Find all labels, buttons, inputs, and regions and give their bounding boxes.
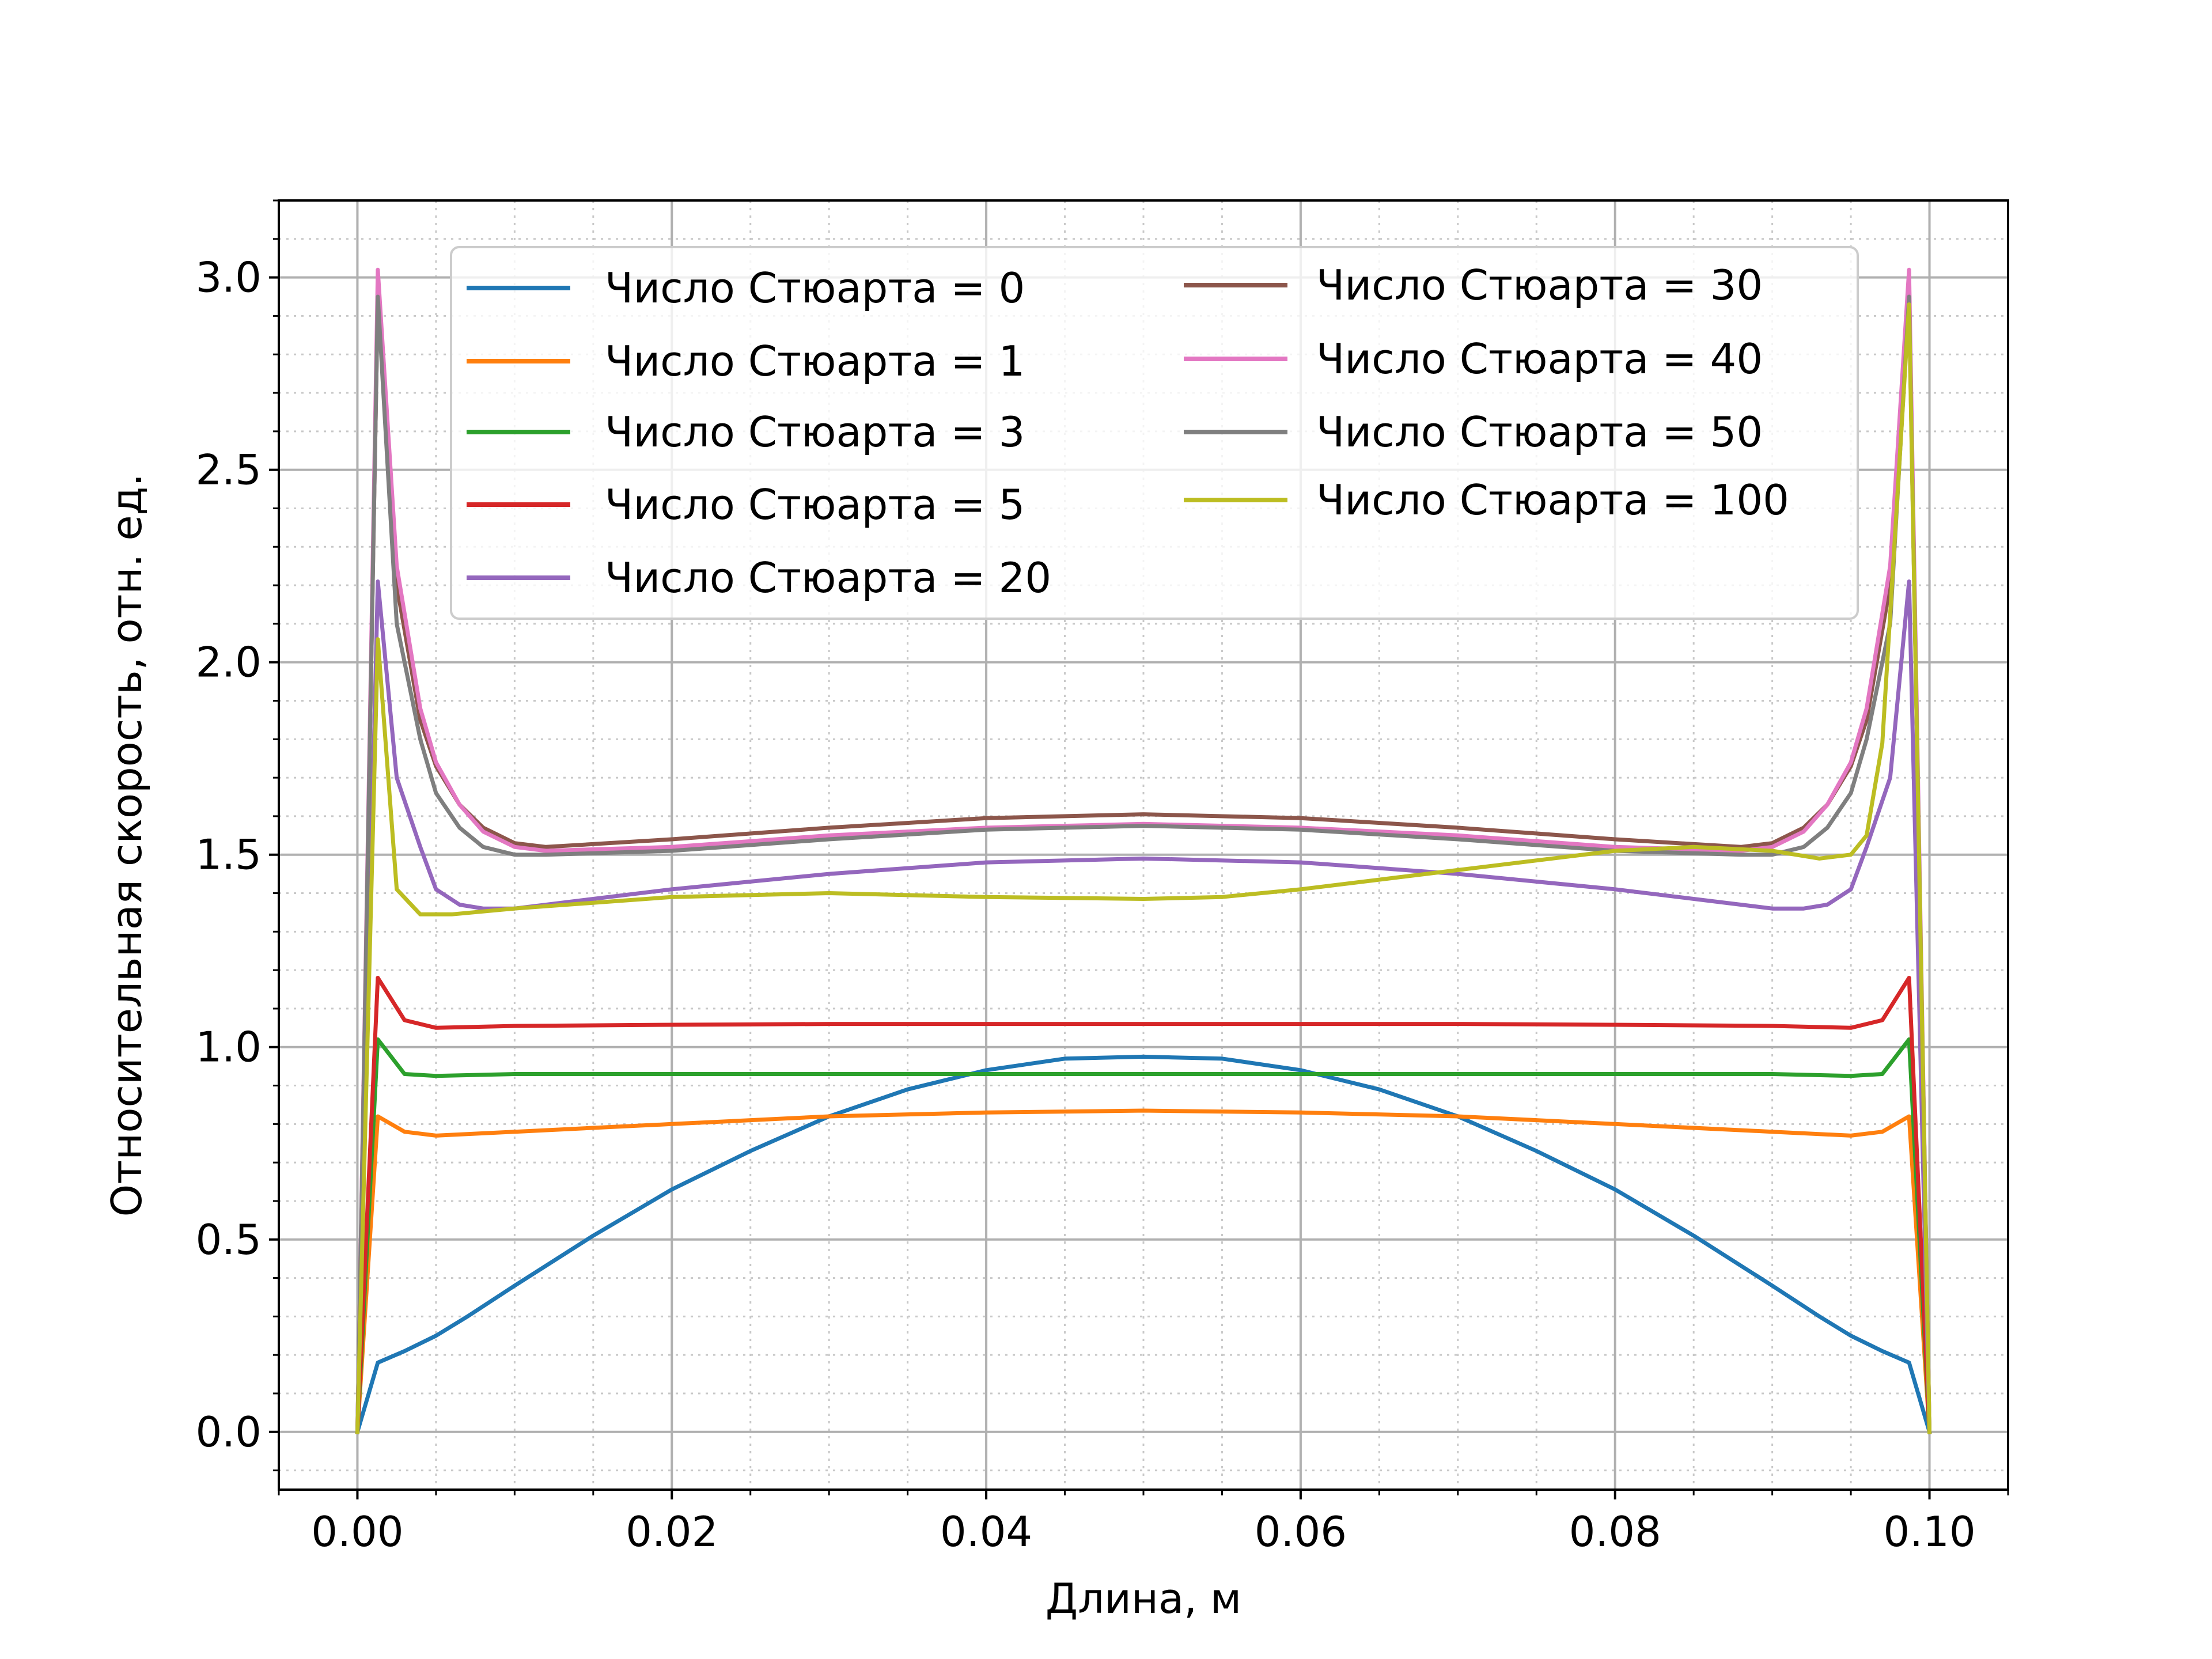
legend-label: Число Стюарта = 5: [605, 480, 1025, 529]
x-tick-label: 0.10: [1883, 1508, 1975, 1556]
series-group: [355, 267, 1932, 1435]
legend-label: Число Стюарта = 20: [605, 554, 1051, 602]
x-tick-label: 0.02: [626, 1508, 718, 1556]
y-tick-label: 1.5: [195, 831, 262, 879]
x-tick-label: 0.06: [1255, 1508, 1347, 1556]
legend: Число Стюарта = 0 Число Стюарта = 1 Число …: [450, 246, 1859, 620]
series-line: [355, 294, 1932, 1434]
legend-label: Число Стюарта = 1: [605, 337, 1025, 385]
legend-label: Число Стюарта = 50: [1316, 408, 1763, 456]
legend-label: Число Стюарта = 40: [1316, 335, 1763, 383]
series-line: [355, 1037, 1932, 1434]
x-tick-label: 0.08: [1569, 1508, 1661, 1556]
y-tick-label: 3.0: [195, 253, 262, 302]
x-axis: 0.00 0.02 0.04 0.06 0.08 0.10: [278, 1490, 2009, 1556]
y-tick-label: 0.5: [195, 1215, 262, 1264]
legend-label: Число Стюарта = 100: [1316, 476, 1789, 524]
y-axis: 0.0 0.5 1.0 1.5 2.0 2.5 3.0: [195, 199, 279, 1472]
y-tick-label: 2.0: [195, 638, 262, 687]
series-line: [355, 1108, 1932, 1434]
series-line: [355, 302, 1932, 1434]
x-tick-label: 0.00: [311, 1508, 403, 1556]
legend-label: Число Стюарта = 3: [605, 408, 1025, 456]
x-tick-label: 0.04: [940, 1508, 1032, 1556]
y-tick-label: 0.0: [195, 1408, 262, 1456]
series-line: [355, 976, 1932, 1434]
x-axis-label: Длина, м: [1046, 1574, 1241, 1623]
y-axis-label: Относительная скорость, отн. ед.: [103, 474, 151, 1217]
legend-frame: [450, 246, 1859, 620]
series-line: [355, 1054, 1932, 1435]
legend-label: Число Стюарта = 30: [1316, 261, 1763, 309]
y-tick-label: 2.5: [195, 446, 262, 494]
series-line: [355, 579, 1932, 1434]
legend-label: Число Стюарта = 0: [605, 264, 1025, 312]
y-tick-label: 1.0: [195, 1023, 262, 1071]
